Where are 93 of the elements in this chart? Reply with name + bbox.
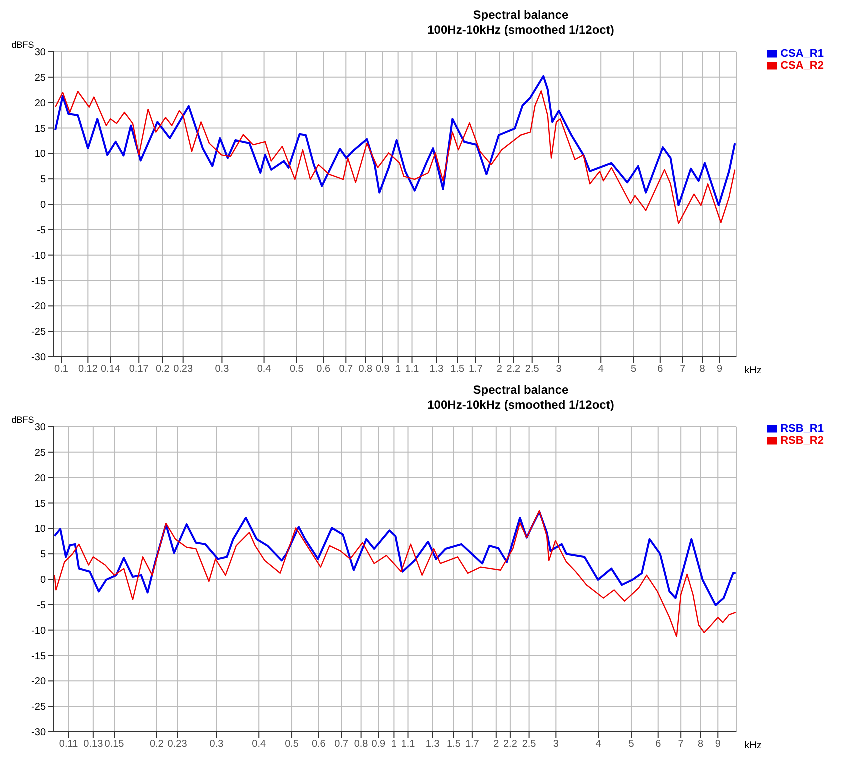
x-tick-label: 5 — [628, 739, 635, 750]
y-tick-label: 5 — [40, 550, 46, 561]
x-tick-label: 2.5 — [522, 739, 537, 750]
x-tick-label: 0.6 — [316, 364, 331, 376]
x-axis-title: kHz — [744, 366, 762, 377]
x-tick-label: 6 — [658, 364, 664, 376]
x-tick-label: 0.7 — [339, 364, 354, 376]
chart-subtitle: 100Hz-10kHz (smoothed 1/12oct) — [426, 398, 616, 413]
x-tick-label: 0.12 — [78, 364, 98, 376]
chart-title: Spectral balance — [472, 8, 570, 23]
y-tick-label: -30 — [32, 728, 46, 739]
x-tick-label: 0.2 — [150, 739, 164, 750]
x-tick-label: 0.4 — [252, 739, 267, 750]
y-tick-label: -15 — [32, 276, 46, 288]
chart-title: Spectral balance — [472, 383, 570, 398]
y-tick-label: 20 — [34, 473, 46, 484]
y-axis-title: dBFS — [12, 40, 34, 50]
legend-label: CSA_R1 — [780, 48, 824, 60]
x-tick-label: 1 — [391, 739, 398, 750]
x-tick-label: 2.2 — [506, 364, 522, 376]
x-tick-label: 2.5 — [525, 364, 540, 376]
y-tick-label: 20 — [34, 98, 46, 110]
x-tick-label: 9 — [715, 739, 722, 750]
y-tick-label: -30 — [32, 352, 46, 364]
x-tick-label: 0.2 — [156, 364, 170, 376]
x-tick-label: 9 — [716, 364, 723, 376]
y-tick-label: 10 — [34, 149, 46, 160]
x-tick-label: 0.9 — [376, 364, 390, 376]
y-tick-label: 10 — [34, 524, 46, 536]
y-tick-label: -10 — [32, 626, 46, 637]
x-tick-label: 0.14 — [100, 364, 121, 376]
x-tick-label: 2 — [496, 364, 503, 376]
x-tick-label: 0.9 — [372, 739, 386, 750]
x-tick-label: 1.1 — [401, 739, 416, 750]
x-tick-label: 1.3 — [426, 739, 440, 750]
legend-label: CSA_R2 — [780, 60, 824, 72]
x-tick-label: 0.8 — [354, 739, 369, 750]
y-tick-label: 5 — [40, 174, 46, 186]
x-tick-label: 7 — [680, 364, 686, 376]
x-tick-label: 0.3 — [210, 739, 224, 750]
x-tick-label: 0.23 — [168, 739, 188, 750]
x-tick-label: 0.4 — [257, 364, 272, 376]
x-tick-label: 0.17 — [129, 364, 150, 376]
y-tick-label: -15 — [32, 651, 46, 662]
y-tick-label: 25 — [34, 72, 46, 84]
y-tick-label: 0 — [40, 575, 46, 586]
x-tick-label: 1.1 — [405, 364, 420, 376]
x-tick-label: 0.6 — [312, 739, 326, 750]
x-tick-label: 1 — [396, 364, 402, 376]
x-axis-title: kHz — [744, 740, 762, 752]
x-tick-label: 4 — [598, 364, 604, 376]
y-tick-label: 30 — [34, 48, 46, 59]
x-tick-label: 0.23 — [174, 364, 194, 376]
y-tick-label: 15 — [34, 124, 46, 135]
y-tick-label: -5 — [37, 225, 46, 236]
x-tick-label: 0.3 — [215, 364, 230, 376]
x-tick-label: 1.5 — [447, 739, 462, 750]
y-tick-label: -10 — [32, 250, 46, 262]
x-tick-label: 1.3 — [430, 364, 444, 376]
x-tick-label: 8 — [700, 364, 706, 376]
y-tick-label: -25 — [32, 702, 46, 714]
y-tick-label: -20 — [32, 302, 46, 313]
x-tick-label: 0.11 — [59, 739, 79, 750]
y-tick-label: 0 — [40, 200, 46, 212]
x-tick-label: 0.1 — [54, 364, 69, 376]
x-tick-label: 7 — [678, 739, 684, 750]
x-tick-label: 8 — [698, 739, 704, 750]
x-tick-label: 2.2 — [503, 739, 518, 750]
y-tick-label: -25 — [32, 327, 46, 338]
chart-subtitle: 100Hz-10kHz (smoothed 1/12oct) — [426, 23, 616, 38]
x-tick-label: 3 — [556, 364, 562, 376]
x-tick-label: 4 — [596, 739, 602, 750]
y-tick-label: -20 — [32, 676, 46, 688]
x-tick-label: 2 — [494, 739, 500, 750]
y-axis-title: dBFS — [12, 415, 34, 425]
x-tick-label: 3 — [553, 739, 560, 750]
x-tick-label: 0.15 — [104, 739, 125, 750]
x-tick-label: 1.7 — [468, 364, 484, 376]
x-tick-label: 0.7 — [334, 739, 350, 750]
x-tick-label: 0.13 — [84, 739, 104, 750]
legend-label: RSB_R2 — [780, 435, 824, 447]
y-tick-label: 25 — [34, 448, 46, 459]
x-tick-label: 0.5 — [290, 364, 304, 376]
x-tick-label: 1.5 — [450, 364, 466, 376]
x-tick-label: 5 — [630, 364, 637, 376]
x-tick-label: 0.8 — [358, 364, 374, 376]
y-tick-label: 15 — [34, 498, 46, 510]
y-tick-label: -5 — [37, 600, 46, 612]
x-tick-label: 0.5 — [285, 739, 300, 750]
x-tick-label: 1.7 — [465, 739, 480, 750]
x-tick-label: 6 — [656, 739, 662, 750]
y-tick-label: 30 — [34, 422, 46, 434]
legend-label: RSB_R1 — [780, 423, 824, 435]
